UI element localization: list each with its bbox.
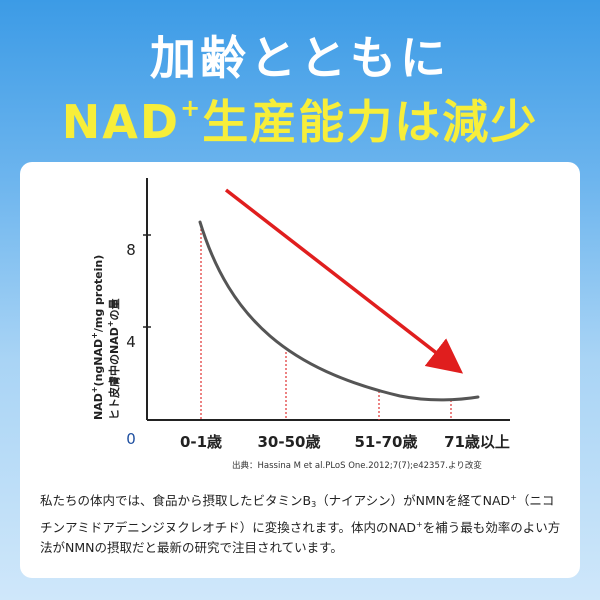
x-category-1: 30-50歳	[258, 433, 321, 451]
headline-suffix: 生産能力は減少	[202, 95, 539, 149]
chart-card	[20, 162, 580, 578]
desc-part-1: 私たちの体内では、食品から摂取したビタミンB	[40, 493, 312, 508]
description-paragraph: 私たちの体内では、食品から摂取したビタミンB3（ナイアシン）がNMNを経てNAD…	[40, 488, 565, 558]
nad-curve	[198, 220, 480, 402]
desc-vitamin-subscript: 3	[311, 500, 317, 509]
y-tick-label-8: 8	[126, 241, 136, 259]
desc-part-3: （ニコチンアミドアデニンジヌクレオチド）に変換されます。体内のNAD	[40, 493, 555, 535]
ylabel1-part-4: /mg protein)	[92, 255, 105, 332]
desc-nad-sup-1: +	[510, 493, 517, 502]
headline-nad-superscript: +	[180, 94, 203, 122]
y-tick-label-0: 0	[126, 430, 136, 448]
ylabel1-part-3: +	[90, 332, 99, 339]
x-category-3: 71歳以上	[444, 433, 510, 451]
source-citation: 出典：Hassina M et al.PLoS One.2012;7(7);e4…	[232, 461, 482, 471]
y-axis-title-line-1: NAD+(ngNAD+/mg protein)	[90, 255, 105, 420]
x-category-0: 0-1歳	[180, 433, 222, 451]
headline-line-1: 加齢とともに	[150, 31, 450, 85]
y-axis-title-line-2: ヒト皮膚中のNAD+の量	[106, 298, 121, 420]
ylabel2-part-2: の量	[108, 298, 121, 320]
desc-part-4: を補う最も効率のよい方法がNMNの摂取だと最新の研究で注目されています。	[40, 520, 561, 555]
ylabel1-part-2: (ngNAD	[92, 339, 105, 387]
y-tick-label-4: 4	[126, 333, 136, 351]
trend-arrow	[224, 188, 464, 374]
headline-line-2: NAD+生産能力は減少	[0, 86, 600, 152]
ylabel1-part-0: NAD	[92, 393, 105, 420]
headline-nad: NAD	[61, 95, 181, 149]
ylabel2-part-1: +	[106, 320, 115, 327]
ylabel1-part-1: +	[90, 386, 99, 393]
desc-part-2: （ナイアシン）がNMNを経てNAD	[316, 493, 511, 508]
desc-nad-sup-2: +	[416, 520, 423, 529]
ylabel2-part-0: ヒト皮膚中のNAD	[107, 327, 121, 420]
x-category-2: 51-70歳	[355, 433, 418, 451]
